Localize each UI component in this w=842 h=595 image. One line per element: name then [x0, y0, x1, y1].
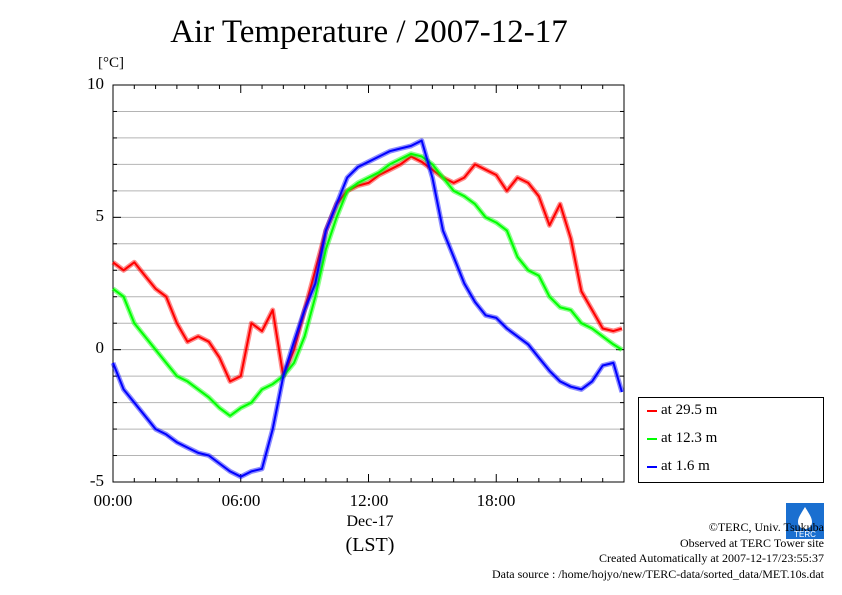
- series-line: [112, 155, 623, 383]
- legend-label: at 1.6 m: [661, 458, 710, 474]
- series-line: [112, 152, 623, 417]
- date-label: Dec-17: [346, 513, 394, 530]
- legend-swatch: [647, 465, 657, 468]
- x-tick-label: 12:00: [349, 491, 389, 510]
- series-band: [111, 154, 623, 384]
- legend-item: at 12.3 m: [647, 430, 717, 447]
- legend-label: at 12.3 m: [661, 430, 718, 446]
- plot-frame: [112, 84, 625, 483]
- legend: at 29.5 m at 12.3 m at 1.6 m: [638, 397, 824, 483]
- copyright-text: ©TERC, Univ. Tsukuba: [708, 520, 824, 534]
- grid-lines: [113, 110, 624, 457]
- legend-item: at 29.5 m: [647, 402, 717, 419]
- y-tick-label: -5: [89, 471, 104, 490]
- chart-title: Air Temperature / 2007-12-17: [170, 14, 568, 50]
- terc-logo: TERC: [786, 503, 824, 539]
- legend-label: at 29.5 m: [661, 402, 718, 418]
- logo-text: TERC: [794, 530, 816, 539]
- legend-item: at 1.6 m: [647, 458, 710, 475]
- series-line: [112, 139, 623, 478]
- created-text: Created Automatically at 2007-12-17/23:5…: [599, 551, 824, 565]
- observed-text: Observed at TERC Tower site: [679, 535, 824, 550]
- x-tick-label: 06:00: [221, 491, 261, 510]
- x-tick-label: 00:00: [93, 491, 133, 510]
- axis-ticks: [112, 84, 625, 483]
- y-tick-label: 10: [87, 74, 104, 93]
- x-tick-label: 18:00: [476, 491, 516, 510]
- y-tick-label: 0: [95, 338, 105, 357]
- credits: ©TERC, Univ. Tsukuba Observed at TERC To…: [492, 520, 824, 582]
- series-lines: [110, 138, 625, 480]
- x-axis-label: (LST): [345, 534, 395, 556]
- y-axis-unit: [°C]: [98, 55, 124, 71]
- legend-swatch: [647, 437, 657, 440]
- legend-swatch: [647, 409, 657, 412]
- y-tick-label: 5: [95, 206, 105, 225]
- source-text: Data source : /home/hojyo/new/TERC-data/…: [491, 566, 824, 581]
